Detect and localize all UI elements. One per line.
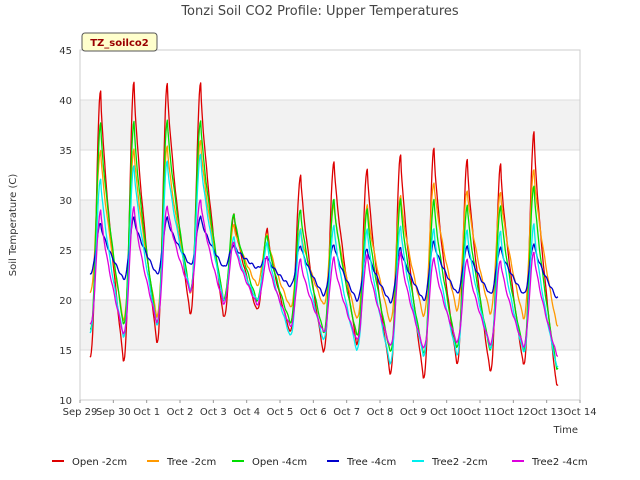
- plot-band: [80, 50, 580, 100]
- x-tick-label: Oct 11: [463, 407, 496, 418]
- x-tick-label: Oct 9: [400, 407, 427, 418]
- y-tick-label: 30: [59, 196, 72, 207]
- y-axis-label: Soil Temperature (C): [8, 174, 19, 277]
- x-tick-label: Oct 1: [133, 407, 160, 418]
- x-tick-label: Oct 7: [333, 407, 360, 418]
- y-tick-label: 20: [59, 296, 72, 307]
- x-tick-label: Oct 10: [430, 407, 463, 418]
- y-tick-labels: 10 15 20 25 30 35 40 45: [59, 46, 72, 407]
- legend-label: Tree2 -2cm: [431, 457, 488, 468]
- series-line: [89, 215, 559, 304]
- series-line: [89, 153, 559, 368]
- x-tick-label: Oct 2: [167, 407, 194, 418]
- series-line: [89, 199, 558, 357]
- x-tick-label: Oct 5: [267, 407, 294, 418]
- x-tick-label: Oct 6: [300, 407, 327, 418]
- plot-band: [80, 150, 580, 200]
- site-badge-box: [81, 32, 158, 52]
- y-tick-label: 35: [59, 146, 72, 157]
- legend-label: Tree2 -4cm: [531, 457, 588, 468]
- legend-label: Tree -2cm: [166, 457, 216, 468]
- chart-title: Tonzi Soil CO2 Profile: Upper Temperatur…: [180, 4, 459, 19]
- x-tick-label: Oct 13: [530, 407, 563, 418]
- legend-label: Tree -4cm: [346, 457, 396, 468]
- x-tick-label: Oct 14: [563, 407, 596, 418]
- y-tick-label: 15: [59, 346, 72, 357]
- x-axis-label: Time: [553, 425, 578, 436]
- series-line: [89, 119, 559, 370]
- y-tick-label: 40: [59, 96, 72, 107]
- series-lines: [89, 81, 559, 387]
- x-tick-label: Sep 30: [96, 407, 131, 418]
- site-badge-label: TZ_soilco2: [90, 38, 149, 49]
- x-tick-label: Oct 12: [497, 407, 530, 418]
- y-tick-label: 45: [59, 46, 72, 57]
- y-tick-label: 10: [59, 396, 72, 407]
- x-tick-label: Oct 4: [233, 407, 260, 418]
- plot-frame: [79, 49, 581, 401]
- series-line: [89, 139, 559, 327]
- plot-band: [80, 300, 580, 350]
- legend: Open -2cm Tree -2cm Open -4cm Tree -4cm Tree…: [52, 457, 588, 468]
- y-tick-label: 25: [59, 246, 72, 257]
- legend-label: Open -4cm: [252, 457, 307, 468]
- legend-label: Open -2cm: [72, 457, 127, 468]
- x-tick-label: Oct 8: [367, 407, 394, 418]
- plot-band: [80, 350, 580, 400]
- plot-band: [80, 100, 580, 150]
- x-tick-label: Oct 3: [200, 407, 227, 418]
- site-badge: TZ_soilco2: [81, 32, 158, 52]
- x-tick-label: Sep 29: [63, 407, 98, 418]
